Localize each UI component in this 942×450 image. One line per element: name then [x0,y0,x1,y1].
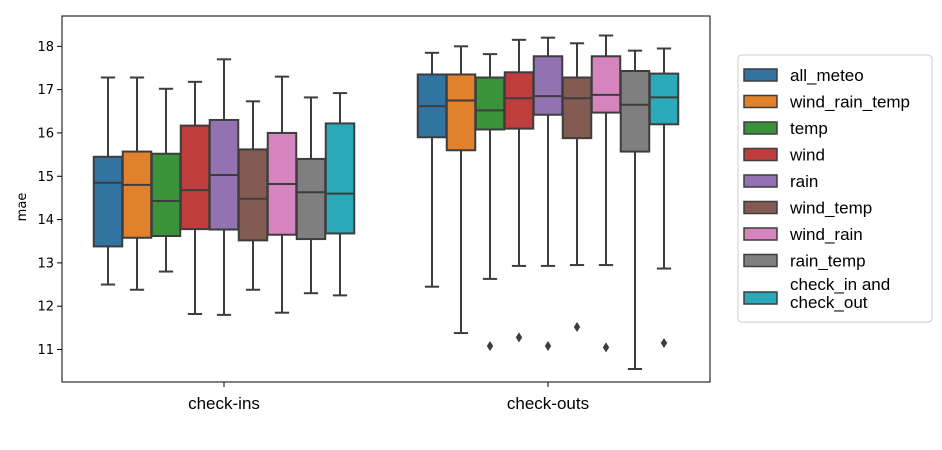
box-temp-check-ins [150,87,182,273]
box-iqr [561,76,593,140]
box-iqr [474,76,506,131]
box-iqr [590,55,622,114]
legend-swatch [743,68,778,82]
box-wind-rain-check-outs [590,34,622,353]
x-axis: check-ins check-outs [188,382,589,413]
y-axis: 11 12 13 14 15 16 17 18 [37,40,62,358]
legend-label: wind_temp [789,199,872,218]
box-iqr [179,124,211,231]
box-iqr [445,73,477,152]
outlier-point [486,341,494,352]
legend-swatch [743,291,778,305]
legend-swatch [743,94,778,109]
box-iqr [237,148,269,242]
outlier-point [515,332,523,343]
y-tick-label: 16 [37,126,54,141]
legend-label: wind [789,146,825,165]
legend-swatch [743,121,778,135]
y-axis-title: mae [15,193,30,222]
box-iqr [532,55,564,116]
outlier-point [660,338,668,349]
y-tick-label: 13 [37,256,54,271]
legend-label: check_in and [790,275,890,294]
box-wind-rain-temp-check-outs [445,45,477,335]
box-wind-check-ins [179,80,211,315]
box-iqr [150,152,182,238]
box-iqr [619,70,651,153]
legend-swatch [743,227,778,241]
x-category-label: check-outs [507,394,589,413]
legend-swatch [743,174,778,188]
x-category-label: check-ins [188,394,260,413]
box-rain-check-ins [208,58,240,316]
y-tick-label: 14 [37,213,54,228]
legend-swatch [743,147,778,162]
box-rain-temp-check-outs [619,49,651,371]
box-wind-rain-check-ins [266,75,298,314]
legend-label: check_out [790,293,868,312]
legend-label: temp [790,119,828,138]
y-tick-label: 17 [37,83,54,98]
box-iqr [503,71,535,130]
box-all-meteo-check-outs [416,51,448,288]
box-rain-check-outs [532,36,564,352]
legend-swatch [743,200,778,215]
legend-label: wind_rain_temp [789,93,910,112]
outlier-point [573,321,581,332]
y-tick-label: 15 [37,170,54,185]
legend-label: rain_temp [790,252,866,271]
box-check-in-and-check-out-check-ins [324,92,356,297]
legend-label: rain [790,172,818,191]
box-temp-check-outs [474,53,506,352]
legend-swatch [743,253,778,268]
box-all-meteo-check-ins [92,76,124,286]
box-wind-temp-check-ins [237,100,269,291]
box-iqr [648,72,680,126]
legend-label: wind_rain [789,225,863,244]
outlier-point [544,341,552,352]
box-iqr [295,157,327,241]
box-check-in-and-check-out-check-outs [648,47,680,349]
legend-frame [737,54,933,323]
box-iqr [92,155,124,248]
boxes-layer [92,34,680,371]
y-tick-label: 12 [37,300,54,315]
box-iqr [121,150,153,239]
box-rain-temp-check-ins [295,96,327,295]
box-iqr [324,122,356,235]
y-tick-label: 18 [37,40,54,55]
outlier-point [602,342,610,353]
legend-label: all_meteo [790,66,864,85]
box-wind-check-outs [503,38,535,343]
y-tick-label: 11 [37,343,54,358]
